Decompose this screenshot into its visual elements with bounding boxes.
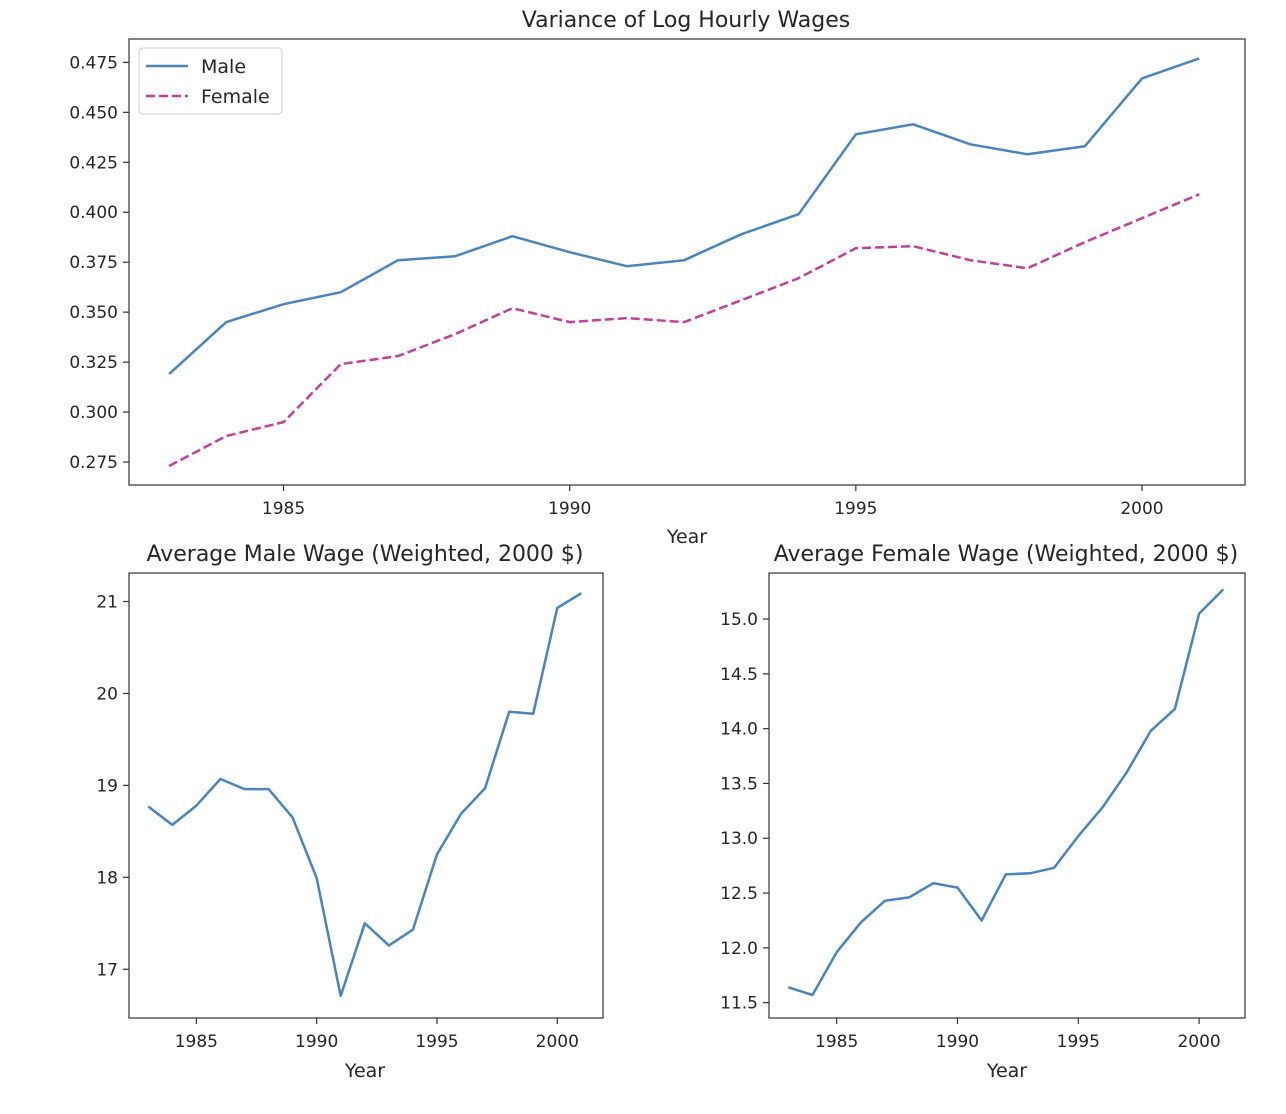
x-tick-label: 1990 [295, 1032, 338, 1052]
female-wage-panel: Average Female Wage (Weighted, 2000 $) 1… [720, 542, 1246, 1082]
y-tick-label: 13.5 [720, 774, 758, 794]
variance-x-axis-label: Year [666, 526, 707, 548]
female-wage-y-ticks: 11.5 12.0 12.5 13.0 13.5 14.0 14.5 15.0 [720, 610, 769, 1014]
female-wage-x-ticks: 1985 1990 1995 2000 [815, 1018, 1221, 1052]
male-wage-x-axis-label: Year [344, 1060, 385, 1082]
y-tick-label: 17 [96, 960, 118, 980]
y-tick-label: 19 [96, 776, 118, 796]
y-tick-label: 11.5 [720, 994, 758, 1014]
y-tick-label: 0.325 [69, 353, 118, 373]
male-wage-series-group [147, 592, 582, 998]
legend-female-label: Female [201, 86, 270, 108]
x-tick-label: 2000 [1177, 1032, 1220, 1052]
y-tick-label: 0.475 [69, 53, 118, 73]
x-tick-label: 2000 [1120, 499, 1163, 519]
male-wage-series-line [147, 592, 582, 998]
variance-series-line-male [168, 57, 1200, 376]
y-tick-label: 14.0 [720, 720, 758, 740]
female-wage-plot-frame [768, 572, 1246, 1019]
female-wage-series-group [787, 588, 1225, 997]
x-tick-label: 1995 [834, 499, 877, 519]
y-tick-label: 13.0 [720, 829, 758, 849]
variance-series-group [168, 57, 1200, 468]
male-wage-x-ticks: 1985 1990 1995 2000 [175, 1018, 579, 1052]
male-wage-plot-frame [128, 572, 604, 1019]
female-wage-chart-title: Average Female Wage (Weighted, 2000 $) [774, 542, 1238, 567]
x-tick-label: 1995 [1057, 1032, 1100, 1052]
y-tick-label: 21 [96, 593, 118, 613]
male-wage-panel: Average Male Wage (Weighted, 2000 $) 198… [96, 542, 604, 1082]
x-tick-label: 1985 [815, 1032, 858, 1052]
y-tick-label: 0.425 [69, 153, 118, 173]
x-tick-label: 1990 [548, 499, 591, 519]
y-tick-label: 0.350 [69, 303, 118, 323]
variance-chart-title: Variance of Log Hourly Wages [522, 8, 850, 33]
male-wage-chart-title: Average Male Wage (Weighted, 2000 $) [146, 542, 583, 567]
y-tick-label: 12.0 [720, 939, 758, 959]
y-tick-label: 0.300 [69, 403, 118, 423]
y-tick-label: 0.400 [69, 203, 118, 223]
x-tick-label: 1995 [415, 1032, 458, 1052]
variance-x-ticks: 1985 1990 1995 2000 [262, 485, 1164, 519]
variance-series-line-female [168, 193, 1200, 468]
variance-y-ticks: 0.275 0.300 0.325 0.350 0.375 0.400 0.425 0.450… [69, 53, 129, 473]
y-tick-label: 0.375 [69, 253, 118, 273]
y-tick-label: 0.275 [69, 453, 118, 473]
variance-panel: Variance of Log Hourly Wages 1985 1990 199… [69, 8, 1246, 548]
female-wage-x-axis-label: Year [986, 1060, 1027, 1082]
female-wage-series-line [787, 588, 1225, 997]
x-tick-label: 1985 [262, 499, 305, 519]
y-tick-label: 0.450 [69, 103, 118, 123]
male-wage-y-ticks: 17 18 19 20 21 [96, 593, 129, 980]
legend-male-label: Male [201, 56, 246, 78]
x-tick-label: 1985 [175, 1032, 218, 1052]
legend-box [138, 47, 283, 115]
x-tick-label: 2000 [536, 1032, 579, 1052]
variance-legend: Male Female [138, 47, 283, 115]
y-tick-label: 14.5 [720, 665, 758, 685]
y-tick-label: 20 [96, 684, 118, 704]
y-tick-label: 18 [96, 868, 118, 888]
y-tick-label: 15.0 [720, 610, 758, 630]
x-tick-label: 1990 [936, 1032, 979, 1052]
y-tick-label: 12.5 [720, 884, 758, 904]
